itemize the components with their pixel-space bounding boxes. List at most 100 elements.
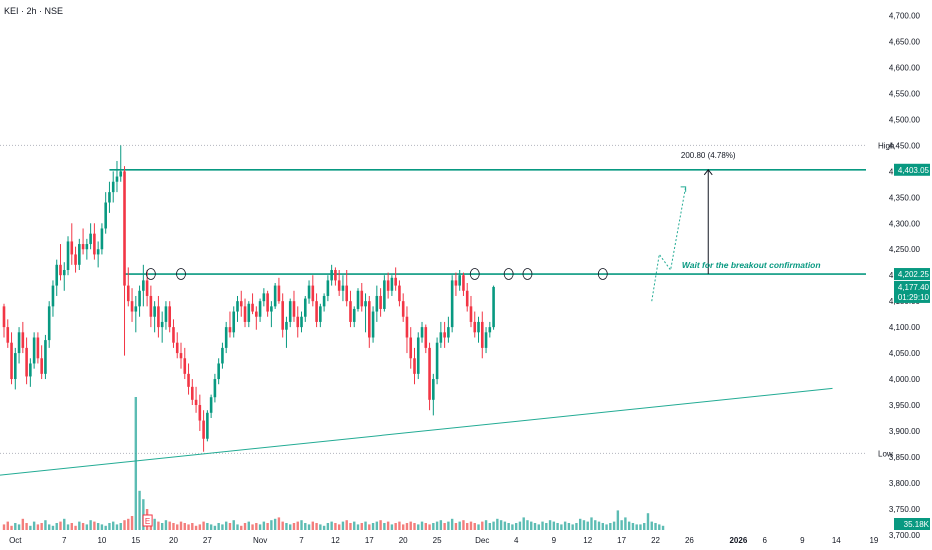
candle-body (337, 280, 341, 291)
candle-body (345, 285, 349, 302)
time-tick-label: 12 (583, 536, 592, 545)
candle-body (62, 270, 66, 276)
projection-path (651, 186, 687, 302)
volume-bar (119, 523, 122, 530)
volume-bar (368, 524, 371, 530)
candle-body (206, 412, 209, 439)
candle-body (191, 386, 194, 400)
volume-bar (266, 523, 269, 530)
volume-bar (582, 520, 586, 530)
volume-bar (616, 510, 620, 530)
candle-body (13, 353, 17, 380)
candle-body (145, 280, 149, 296)
volume-bar (213, 525, 217, 530)
candle-body (364, 301, 367, 307)
volume-bar (526, 520, 529, 530)
candle-body (224, 327, 228, 348)
candle-body (386, 280, 390, 291)
candle-body (255, 311, 258, 317)
volume-bar (590, 517, 593, 530)
volume-bar (255, 523, 258, 530)
volume-bar (541, 521, 544, 530)
candle-body (239, 301, 243, 307)
volume-bar (89, 520, 92, 530)
volume-bar (417, 524, 420, 530)
volume-bar (646, 513, 650, 530)
candle-body (55, 264, 59, 286)
volume-bar (81, 523, 85, 530)
trendline[interactable] (0, 387, 833, 476)
candle-body (104, 202, 107, 229)
volume-bar (334, 523, 337, 530)
volume-bar (10, 525, 13, 530)
candle-body (17, 332, 21, 354)
volume-bar (661, 525, 665, 530)
time-tick-label: 25 (433, 536, 442, 545)
volume-bar (386, 521, 390, 530)
candle-body (401, 301, 405, 317)
candle-body (405, 316, 409, 338)
breakout-text: Wait for the breakout confirmation (682, 260, 821, 270)
candle-body (334, 270, 337, 281)
time-tick-label: 20 (399, 536, 408, 545)
candle-body (32, 337, 36, 364)
volume-bar (345, 520, 348, 530)
volume-bar (191, 523, 194, 530)
candle-body (89, 233, 92, 245)
candle-body (198, 405, 202, 421)
candle-body (243, 306, 247, 322)
volume-bar (236, 524, 239, 530)
volume-bar (2, 524, 6, 530)
volume-bar (307, 524, 311, 530)
touch-circle (597, 268, 608, 280)
volume-bar (315, 523, 318, 530)
volume-bar (639, 524, 642, 530)
volume-bar (450, 518, 454, 530)
volume-bar (462, 520, 465, 530)
candle-body (443, 332, 446, 338)
volume-bar (228, 523, 232, 530)
candle-body (296, 316, 300, 328)
volume-bar (164, 520, 168, 530)
candle-body (371, 311, 375, 338)
price-tick-label: 3,950.00 (889, 401, 921, 410)
volume-bar (240, 525, 243, 530)
volume-bar (556, 523, 559, 530)
volume-bar (530, 521, 533, 530)
volume-bar (379, 520, 382, 530)
candle-body (236, 301, 239, 312)
candle-body (40, 358, 43, 374)
candle-body (66, 241, 70, 271)
volume-bar (40, 523, 43, 530)
earnings-marker-icon[interactable] (142, 514, 153, 527)
candle-body (266, 293, 269, 312)
volume-bar (398, 521, 401, 530)
candle-body (383, 280, 386, 309)
candle-body (270, 306, 273, 312)
touch-circle (522, 268, 533, 280)
candle-body (209, 397, 213, 413)
volume-bar (432, 523, 435, 530)
volume-bar (631, 523, 635, 530)
level-price-label: 4,202.25 (898, 270, 930, 279)
volume-bar (183, 523, 186, 530)
volume-bar (356, 524, 360, 530)
candle-body (213, 379, 217, 398)
time-tick-label: 20 (169, 536, 178, 545)
candle-body (409, 337, 413, 359)
volume-bar (243, 523, 247, 530)
candle-body (379, 295, 382, 309)
volume-bar (179, 521, 183, 530)
candle-body (375, 295, 379, 312)
volume-bar (277, 517, 281, 530)
price-tick-label: 4,600.00 (889, 64, 921, 73)
candle-body (108, 192, 111, 203)
volume-bar (168, 521, 171, 530)
candle-body (134, 306, 138, 312)
price-tick-label: 4,550.00 (889, 89, 921, 98)
volume-bar (597, 521, 601, 530)
candle-body (416, 337, 420, 374)
candle-body (420, 327, 424, 338)
volume-bar (70, 523, 73, 530)
